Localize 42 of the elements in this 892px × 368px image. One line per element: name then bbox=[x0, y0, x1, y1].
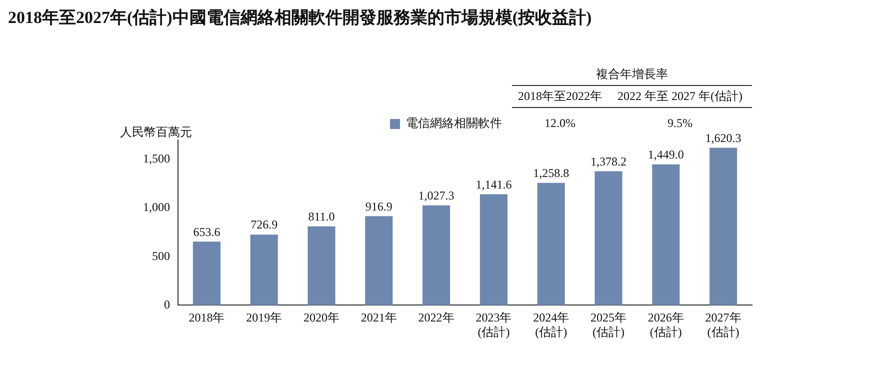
data-label: 1,449.0 bbox=[648, 148, 684, 162]
data-label: 653.6 bbox=[193, 224, 220, 239]
chart-title: 2018年至2027年(估計)中國電信網絡相關軟件開發服務業的市場規模(按收益計) bbox=[8, 7, 592, 29]
data-label: 1,620.3 bbox=[705, 130, 742, 145]
x-tick-label: 2024年 (估計) bbox=[533, 310, 570, 339]
bar bbox=[422, 205, 450, 306]
x-tick-label: 2020年 bbox=[304, 310, 340, 325]
data-label: 916.9 bbox=[365, 199, 392, 214]
x-tick-label: 2018年 bbox=[188, 310, 225, 325]
text: 12.0% bbox=[544, 116, 576, 131]
data-label: 1,378.2 bbox=[590, 154, 626, 168]
y-tick-label: 0 bbox=[164, 297, 170, 312]
x-tick-label: 2025年 (估計) bbox=[590, 310, 626, 339]
bar bbox=[710, 148, 738, 306]
text: 9.5% bbox=[666, 116, 694, 131]
bar bbox=[308, 226, 336, 306]
x-tick-label: 2027年 (估計) bbox=[705, 310, 742, 339]
bar bbox=[480, 194, 508, 306]
bar bbox=[192, 242, 220, 306]
bar bbox=[537, 182, 565, 306]
x-tick-label: 2019年 bbox=[246, 310, 282, 325]
text: 2022 年至 2027 年(估計) bbox=[616, 88, 744, 105]
y-axis-title: 人民幣百萬元 bbox=[120, 124, 192, 141]
y-tick-label: 1,000 bbox=[143, 200, 170, 214]
bar bbox=[652, 164, 680, 306]
bar bbox=[250, 234, 278, 306]
data-label: 1,141.6 bbox=[476, 177, 512, 192]
text: 2018年至2022年 bbox=[517, 88, 603, 105]
data-label: 811.0 bbox=[308, 210, 335, 224]
x-tick-label: 2026年 (估計) bbox=[648, 310, 684, 339]
x-tick-label: 2022年 bbox=[418, 310, 454, 325]
y-tick-label: 1,500 bbox=[143, 152, 170, 166]
data-label: 726.9 bbox=[250, 218, 278, 232]
x-tick-label: 2021年 bbox=[360, 310, 397, 325]
y-tick-label: 500 bbox=[152, 248, 170, 263]
bar bbox=[594, 171, 622, 306]
data-label: 1,027.3 bbox=[418, 188, 454, 203]
x-tick-label: 2023年 (估計) bbox=[476, 310, 512, 339]
text: 複合年增長率 bbox=[512, 66, 752, 86]
bar bbox=[365, 216, 393, 306]
data-label: 1,258.8 bbox=[533, 166, 570, 180]
legend-label: 電信網絡相關軟件 bbox=[406, 116, 502, 130]
